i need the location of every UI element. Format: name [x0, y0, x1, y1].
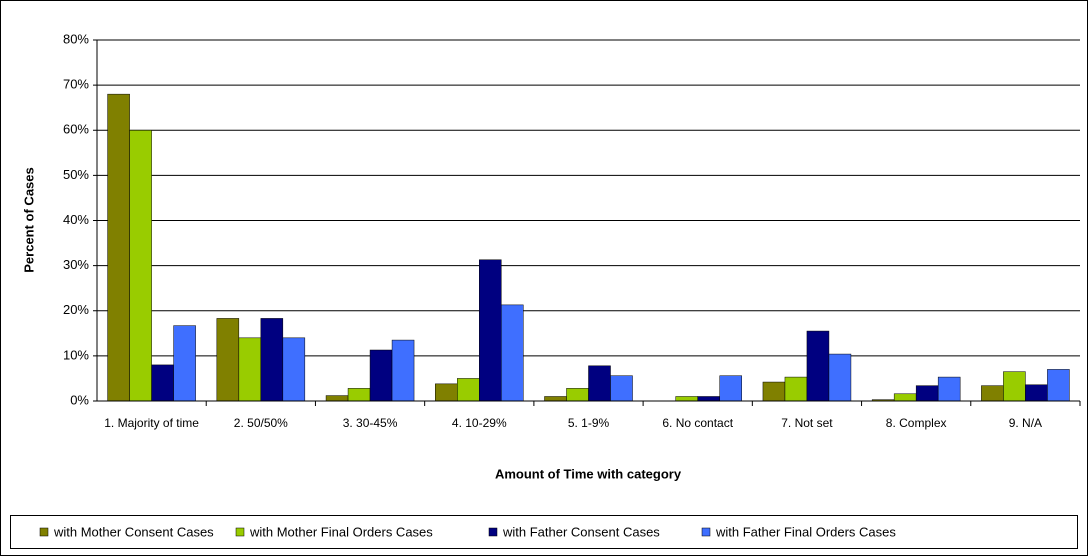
bar: [173, 325, 196, 402]
legend-label: with Mother Final Orders Cases: [249, 524, 433, 539]
bar: [457, 378, 480, 402]
bar: [1025, 384, 1048, 402]
x-tick-label: 4. 10-29%: [451, 416, 507, 430]
bar: [107, 93, 130, 402]
bar: [369, 349, 393, 402]
bar: [501, 304, 524, 402]
y-tick-label: 0%: [70, 392, 89, 407]
bar: [129, 130, 152, 402]
bar: [260, 318, 284, 402]
x-tick-label: 7. Not set: [781, 416, 833, 430]
legend-swatch: [235, 527, 245, 537]
bar: [566, 388, 589, 402]
bar: [762, 381, 786, 402]
bar: [588, 365, 611, 402]
legend-label: with Mother Consent Cases: [53, 524, 214, 539]
bar: [697, 396, 720, 402]
x-tick-label: 3. 30-45%: [342, 416, 398, 430]
bar: [238, 337, 262, 402]
bar: [391, 339, 415, 402]
x-tick-label: 6. No contact: [662, 416, 734, 430]
bar: [784, 376, 808, 402]
y-tick-label: 30%: [63, 257, 89, 272]
legend-box: [10, 515, 1078, 549]
bar: [610, 375, 633, 402]
y-tick-label: 60%: [63, 122, 89, 137]
bar: [1003, 371, 1026, 402]
y-tick-label: 70%: [63, 77, 89, 92]
bar: [282, 337, 306, 402]
bar: [347, 388, 371, 402]
y-tick-label: 40%: [63, 212, 89, 227]
legend-swatch: [39, 527, 49, 537]
bar: [806, 330, 830, 402]
bar: [981, 385, 1004, 402]
y-tick-label: 80%: [63, 31, 89, 46]
bar: [675, 396, 698, 402]
bar: [544, 396, 567, 402]
bar: [325, 395, 349, 402]
legend-label: with Father Consent Cases: [502, 524, 660, 539]
bar: [915, 385, 939, 402]
y-tick-label: 50%: [63, 167, 89, 182]
bar: [479, 259, 502, 402]
bar: [151, 364, 174, 402]
bar: [435, 383, 458, 402]
bar: [216, 318, 240, 402]
bar: [719, 375, 742, 402]
bar: [937, 376, 961, 402]
x-tick-label: 2. 50/50%: [233, 416, 288, 430]
legend-swatch: [701, 527, 711, 537]
y-tick-label: 10%: [63, 347, 89, 362]
x-tick-label: 9. N/A: [1008, 416, 1043, 430]
legend-label: with Father Final Orders Cases: [715, 524, 896, 539]
x-tick-label: 1. Majority of time: [104, 416, 199, 430]
y-axis-label: Percent of Cases: [21, 167, 36, 273]
y-tick-label: 20%: [63, 302, 89, 317]
legend-swatch: [488, 527, 498, 537]
x-tick-label: 8. Complex: [885, 416, 947, 430]
bar: [828, 353, 852, 402]
bar: [893, 393, 917, 402]
x-tick-label: 5. 1-9%: [567, 416, 610, 430]
x-axis-label: Amount of Time with category: [495, 466, 682, 481]
bar: [1047, 369, 1070, 402]
